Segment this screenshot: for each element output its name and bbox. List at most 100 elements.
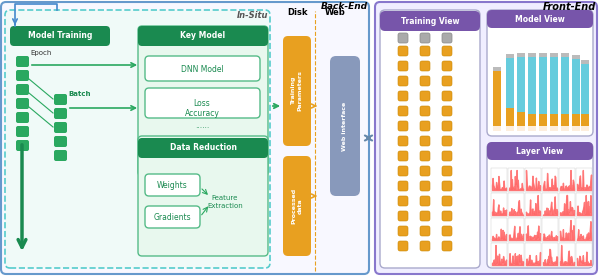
FancyBboxPatch shape <box>420 181 430 191</box>
FancyBboxPatch shape <box>380 11 480 31</box>
Bar <box>508 193 524 217</box>
Text: Batch: Batch <box>68 91 91 97</box>
FancyBboxPatch shape <box>442 136 452 146</box>
Bar <box>581 114 589 126</box>
Bar <box>572 59 580 114</box>
FancyBboxPatch shape <box>138 26 268 176</box>
Bar <box>539 126 547 131</box>
Bar <box>581 60 589 64</box>
FancyBboxPatch shape <box>54 122 67 133</box>
Bar <box>506 126 514 131</box>
Bar <box>576 168 592 192</box>
FancyBboxPatch shape <box>420 226 430 236</box>
Bar <box>517 126 525 131</box>
FancyBboxPatch shape <box>420 241 430 251</box>
Bar <box>528 57 536 114</box>
Bar <box>525 193 541 217</box>
Bar <box>559 193 575 217</box>
Bar <box>539 114 547 126</box>
Text: Training View: Training View <box>401 17 459 25</box>
Bar <box>491 193 507 217</box>
FancyBboxPatch shape <box>54 108 67 119</box>
Bar <box>572 55 580 59</box>
Text: Weights: Weights <box>157 181 187 190</box>
Bar <box>528 114 536 126</box>
FancyBboxPatch shape <box>442 151 452 161</box>
Text: Disk: Disk <box>288 8 308 17</box>
Bar <box>576 193 592 217</box>
FancyBboxPatch shape <box>442 226 452 236</box>
FancyBboxPatch shape <box>398 151 408 161</box>
FancyBboxPatch shape <box>442 106 452 116</box>
FancyBboxPatch shape <box>398 166 408 176</box>
FancyBboxPatch shape <box>16 98 29 109</box>
Text: Processed
data: Processed data <box>292 188 302 224</box>
Bar <box>517 57 525 112</box>
Text: In-Situ: In-Situ <box>236 11 268 20</box>
FancyBboxPatch shape <box>398 241 408 251</box>
FancyBboxPatch shape <box>442 121 452 131</box>
Text: Gradients: Gradients <box>153 213 191 222</box>
Text: ......: ...... <box>195 121 209 131</box>
Bar <box>517 53 525 57</box>
FancyBboxPatch shape <box>442 181 452 191</box>
Bar <box>506 108 514 126</box>
FancyBboxPatch shape <box>54 136 67 147</box>
FancyBboxPatch shape <box>442 211 452 221</box>
FancyBboxPatch shape <box>138 136 268 256</box>
FancyBboxPatch shape <box>487 10 593 28</box>
FancyBboxPatch shape <box>442 196 452 206</box>
FancyBboxPatch shape <box>420 91 430 101</box>
FancyBboxPatch shape <box>398 33 408 43</box>
FancyBboxPatch shape <box>10 26 110 46</box>
FancyBboxPatch shape <box>1 2 369 274</box>
Bar <box>525 243 541 267</box>
Text: Model Training: Model Training <box>28 31 92 41</box>
FancyBboxPatch shape <box>398 211 408 221</box>
FancyBboxPatch shape <box>398 136 408 146</box>
Bar <box>572 114 580 126</box>
Text: DNN Model: DNN Model <box>181 65 223 73</box>
Bar <box>493 71 501 126</box>
FancyBboxPatch shape <box>420 76 430 86</box>
FancyBboxPatch shape <box>398 181 408 191</box>
Text: Loss: Loss <box>194 99 211 107</box>
Bar <box>550 114 558 126</box>
FancyBboxPatch shape <box>420 211 430 221</box>
FancyBboxPatch shape <box>442 46 452 56</box>
FancyBboxPatch shape <box>380 10 480 268</box>
FancyBboxPatch shape <box>398 196 408 206</box>
Bar <box>493 67 501 71</box>
FancyBboxPatch shape <box>145 88 260 118</box>
FancyBboxPatch shape <box>420 166 430 176</box>
Bar <box>550 57 558 114</box>
FancyBboxPatch shape <box>16 70 29 81</box>
FancyBboxPatch shape <box>398 91 408 101</box>
FancyBboxPatch shape <box>5 10 270 268</box>
FancyBboxPatch shape <box>442 241 452 251</box>
Bar <box>528 126 536 131</box>
Bar <box>561 126 569 131</box>
Bar <box>561 57 569 114</box>
Text: Web: Web <box>325 8 346 17</box>
Bar <box>491 168 507 192</box>
FancyBboxPatch shape <box>442 61 452 71</box>
Bar <box>525 218 541 242</box>
Text: Accuracy: Accuracy <box>185 108 220 118</box>
FancyBboxPatch shape <box>398 121 408 131</box>
FancyBboxPatch shape <box>487 10 593 136</box>
Bar <box>581 64 589 114</box>
FancyBboxPatch shape <box>145 174 200 196</box>
Bar <box>517 112 525 126</box>
FancyBboxPatch shape <box>375 2 597 274</box>
Bar <box>508 168 524 192</box>
Bar <box>508 218 524 242</box>
Bar <box>508 243 524 267</box>
FancyBboxPatch shape <box>442 33 452 43</box>
Bar <box>506 58 514 108</box>
FancyBboxPatch shape <box>398 46 408 56</box>
Bar <box>542 218 558 242</box>
Text: Front-End: Front-End <box>543 2 596 12</box>
Bar <box>491 243 507 267</box>
Text: Epoch: Epoch <box>30 50 52 56</box>
